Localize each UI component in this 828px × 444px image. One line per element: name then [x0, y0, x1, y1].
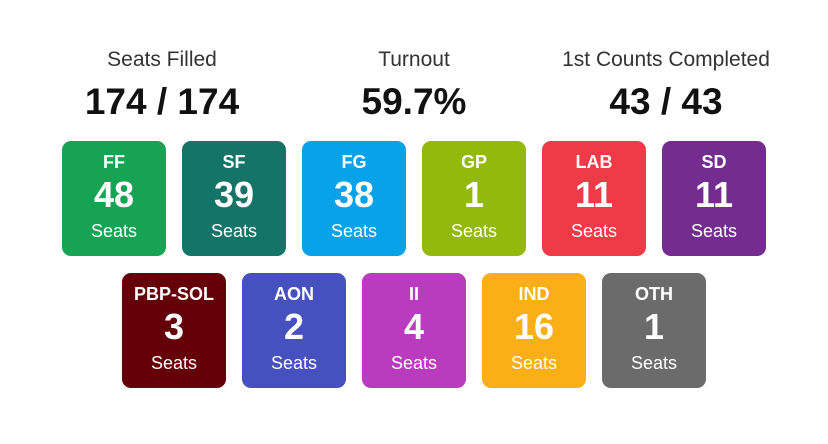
party-abbr: GP [460, 152, 487, 172]
party-tile-fg: FG 38 Seats [302, 141, 406, 256]
party-tile-sd: SD 11 Seats [662, 141, 766, 256]
party-tile-lab: LAB 11 Seats [542, 141, 646, 256]
first-counts-value: 43 / 43 [609, 81, 723, 122]
party-seat-count: 1 [463, 174, 485, 215]
party-seat-unit: Seats [210, 221, 258, 241]
party-abbr: SD [701, 152, 727, 172]
party-abbr: AON [274, 284, 314, 304]
party-tiles-row-2: PBP-SOL 3 Seats AON 2 Seats II 4 Seats I… [0, 273, 828, 388]
turnout-label: Turnout [378, 48, 450, 71]
party-seat-unit: Seats [330, 221, 378, 241]
party-seat-count: 39 [213, 174, 255, 215]
first-counts-stat: 1st Counts Completed 43 / 43 [536, 46, 796, 124]
party-seat-unit: Seats [390, 353, 438, 373]
party-seat-count: 48 [93, 174, 135, 215]
party-tile-pbp-sol: PBP-SOL 3 Seats [122, 273, 226, 388]
party-seat-unit: Seats [90, 221, 138, 241]
party-seat-unit: Seats [510, 353, 558, 373]
party-abbr: SF [222, 152, 246, 172]
party-tile-ind: IND 16 Seats [482, 273, 586, 388]
seats-filled-stat: Seats Filled 174 / 174 [32, 46, 292, 124]
party-seat-unit: Seats [450, 221, 498, 241]
party-abbr: FF [103, 152, 125, 172]
party-tile-aon: AON 2 Seats [242, 273, 346, 388]
party-tile-oth: OTH 1 Seats [602, 273, 706, 388]
party-abbr: PBP-SOL [133, 284, 214, 304]
party-tile-gp: GP 1 Seats [422, 141, 526, 256]
seats-filled-value: 174 / 174 [84, 81, 240, 122]
party-seat-unit: Seats [150, 353, 198, 373]
party-seat-unit: Seats [570, 221, 618, 241]
party-tile-ii: II 4 Seats [362, 273, 466, 388]
party-abbr: OTH [635, 284, 673, 304]
party-seat-count: 16 [513, 306, 555, 347]
party-seat-unit: Seats [270, 353, 318, 373]
turnout-stat: Turnout 59.7% [284, 46, 544, 124]
party-seat-count: 1 [643, 306, 665, 347]
party-seat-count: 11 [574, 174, 614, 215]
party-seat-count: 4 [403, 306, 425, 347]
party-seat-unit: Seats [630, 353, 678, 373]
party-abbr: FG [341, 152, 367, 172]
party-seat-count: 2 [283, 306, 305, 347]
seats-filled-label: Seats Filled [107, 48, 217, 71]
party-seat-count: 11 [694, 174, 734, 215]
party-seat-count: 3 [163, 306, 185, 347]
first-counts-label: 1st Counts Completed [562, 48, 770, 71]
party-tiles-row-1: FF 48 Seats SF 39 Seats FG 38 Seats GP 1… [0, 141, 828, 256]
party-seat-count: 38 [333, 174, 375, 215]
party-tile-ff: FF 48 Seats [62, 141, 166, 256]
turnout-value: 59.7% [361, 81, 467, 122]
party-abbr: II [408, 284, 419, 304]
party-abbr: LAB [575, 152, 613, 172]
party-seat-unit: Seats [690, 221, 738, 241]
party-abbr: IND [518, 284, 550, 304]
party-tile-sf: SF 39 Seats [182, 141, 286, 256]
